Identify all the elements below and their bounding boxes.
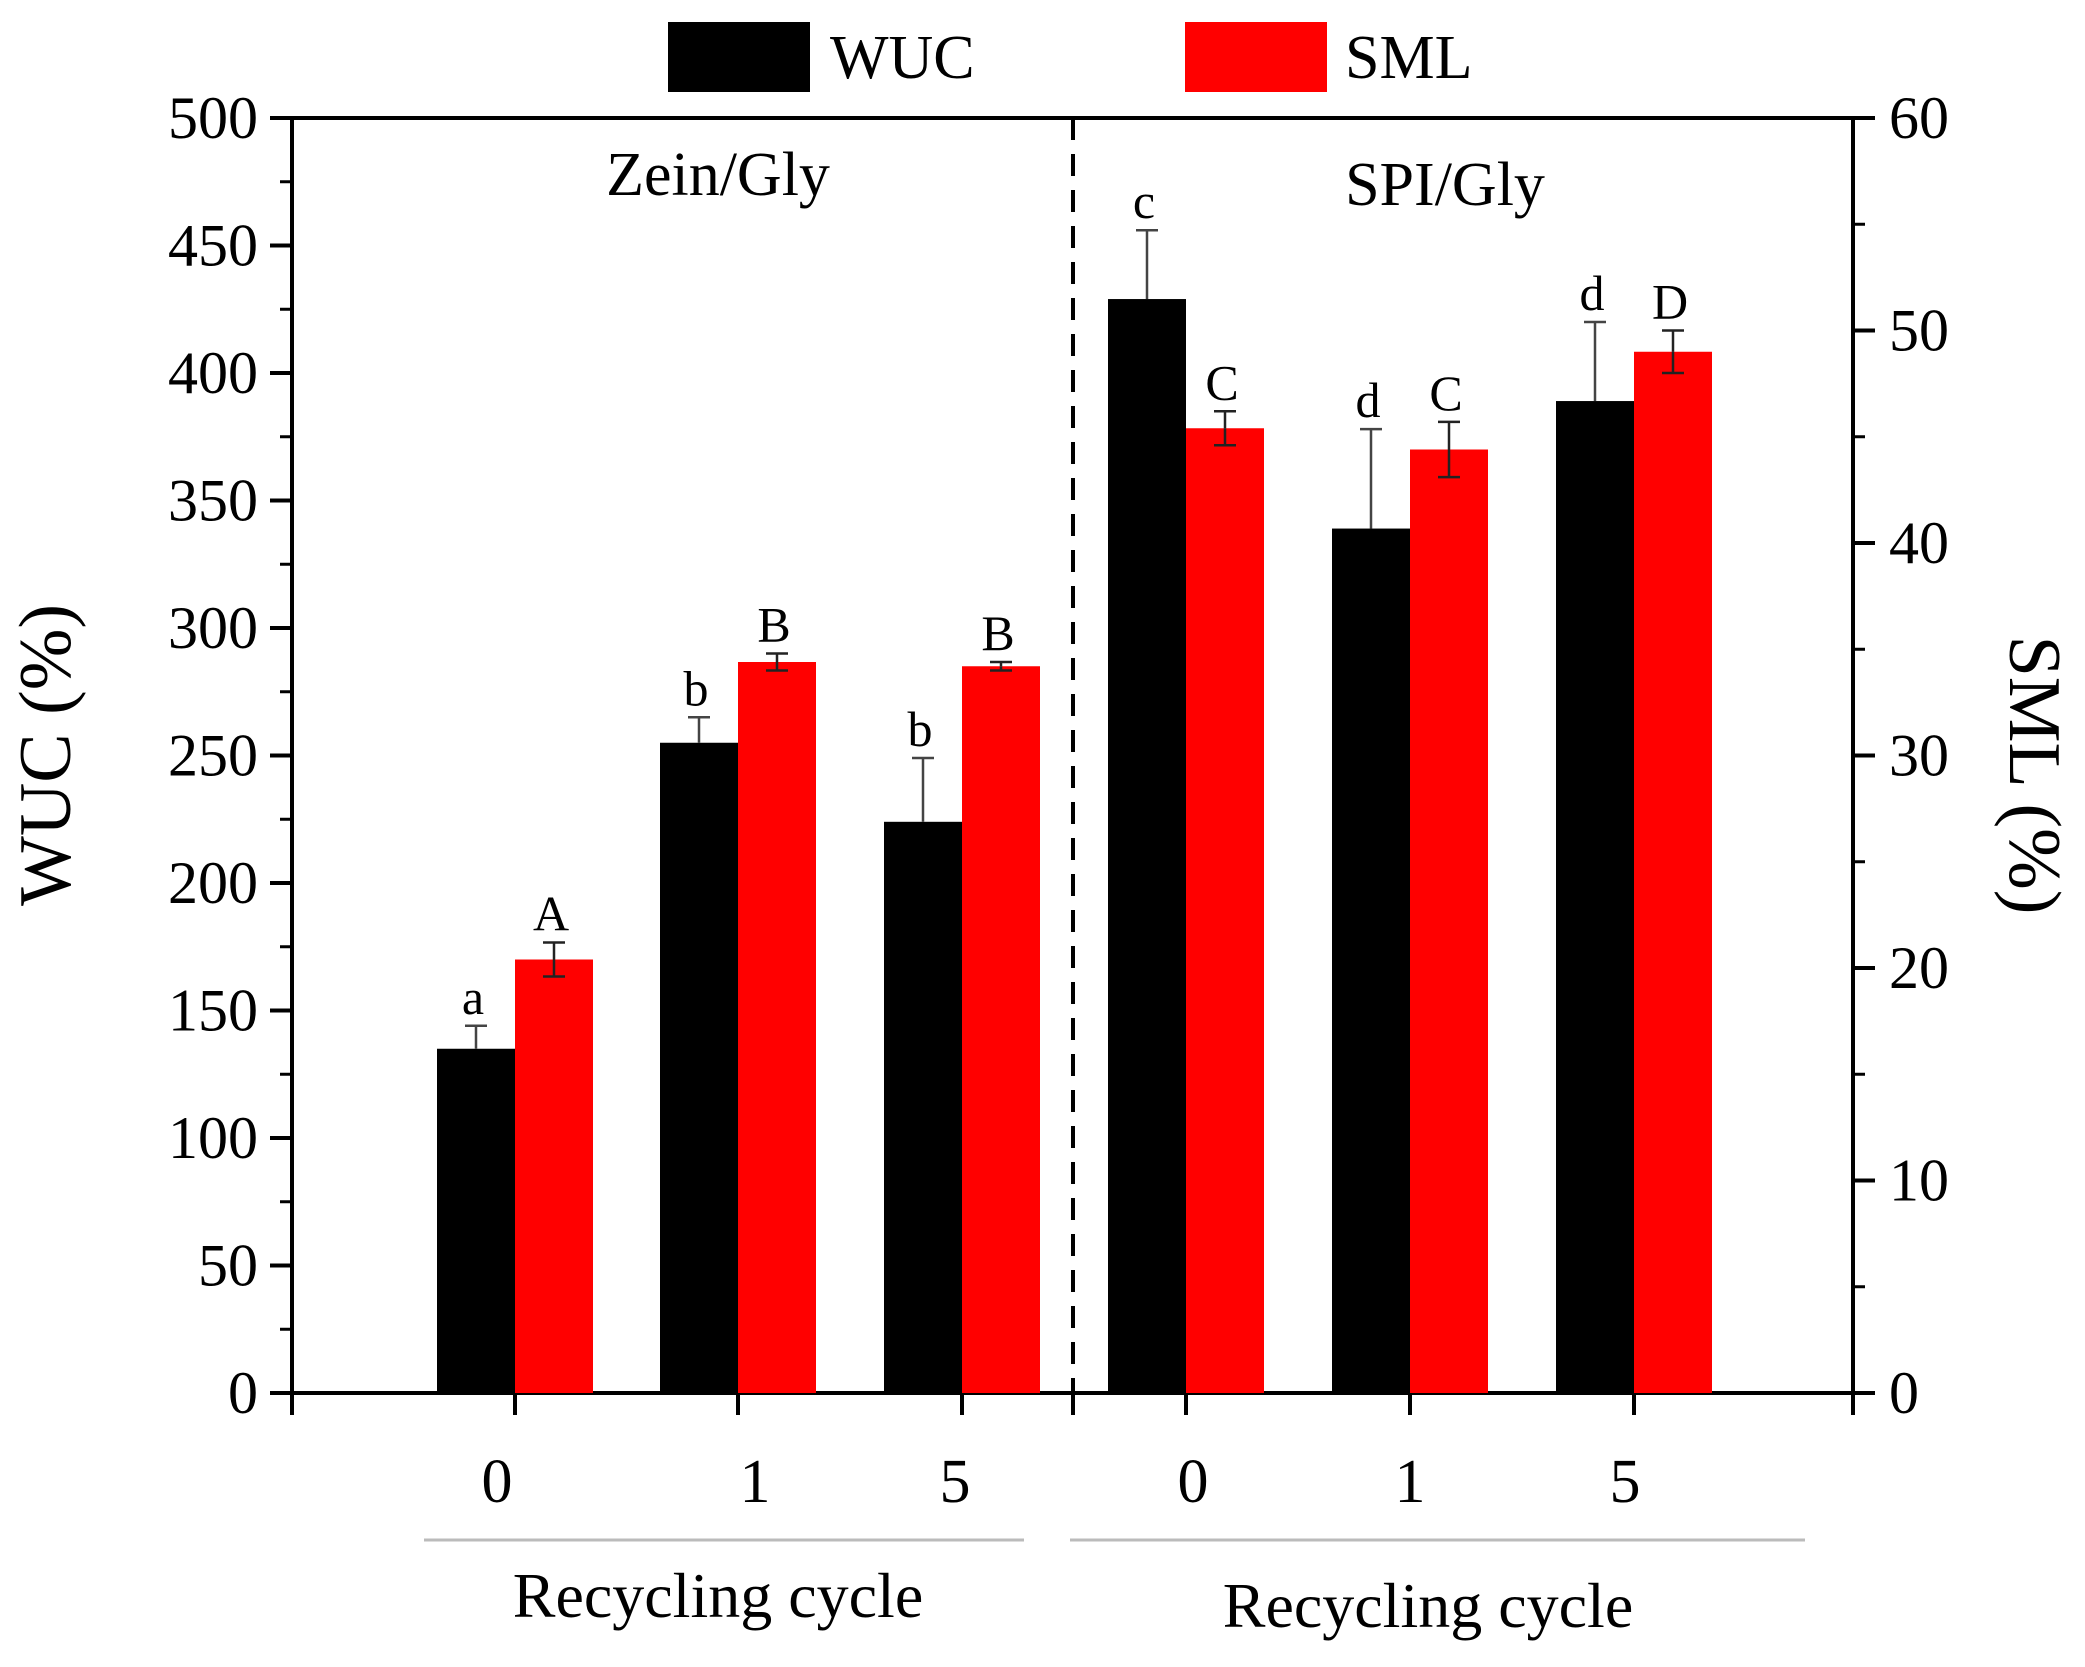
group-label-zein: Zein/Gly	[606, 141, 830, 209]
significance-label: d	[1356, 372, 1381, 428]
left-tick-label: 400	[168, 340, 258, 406]
right-tick-label: 0	[1889, 1360, 1919, 1426]
x-category-label: 5	[1610, 1448, 1641, 1516]
significance-label: C	[1429, 365, 1462, 421]
right-tick-label: 10	[1889, 1148, 1949, 1214]
x-category-label: 0	[482, 1448, 513, 1516]
x-category-label: 1	[1395, 1448, 1426, 1516]
left-tick-label: 300	[168, 595, 258, 661]
significance-label: c	[1133, 173, 1155, 229]
x-axis-title-spi: Recycling cycle	[1223, 1570, 1633, 1641]
left-tick-label: 500	[168, 85, 258, 151]
legend-swatch-wuc	[668, 22, 810, 92]
significance-label: C	[1205, 354, 1238, 410]
right-tick-label: 60	[1889, 85, 1949, 151]
significance-label: d	[1580, 265, 1605, 321]
left-tick-label: 250	[168, 723, 258, 789]
sml-bar	[1410, 449, 1488, 1393]
significance-label: b	[684, 660, 709, 716]
legend-label-wuc: WUC	[830, 24, 975, 92]
left-tick-label: 450	[168, 213, 258, 279]
significance-label: D	[1652, 274, 1688, 330]
group-label-spi: SPI/Gly	[1345, 151, 1545, 219]
x-category-label: 0	[1178, 1448, 1209, 1516]
legend-swatch-sml	[1185, 22, 1327, 92]
left-tick-label: 50	[198, 1233, 258, 1299]
left-tick-label: 0	[228, 1360, 258, 1426]
x-category-label: 1	[740, 1448, 771, 1516]
left-tick-label: 150	[168, 978, 258, 1044]
legend-label-sml: SML	[1345, 24, 1472, 92]
right-tick-label: 50	[1889, 298, 1949, 364]
sml-bar	[1634, 351, 1712, 1393]
wuc-bar	[1108, 299, 1186, 1393]
right-tick-label: 30	[1889, 723, 1949, 789]
significance-label: a	[462, 969, 484, 1025]
sml-bar	[738, 662, 816, 1393]
significance-label: B	[757, 597, 790, 653]
right-tick-label: 40	[1889, 510, 1949, 576]
sml-bar	[1186, 428, 1264, 1393]
left-axis-title: WUC (%)	[5, 604, 87, 906]
left-tick-label: 100	[168, 1105, 258, 1171]
sml-bar	[515, 959, 593, 1393]
wuc-bar	[1556, 401, 1634, 1393]
left-tick-label: 200	[168, 850, 258, 916]
wuc-bar	[437, 1048, 515, 1393]
right-tick-label: 20	[1889, 935, 1949, 1001]
wuc-bar	[1332, 528, 1410, 1393]
tick-labels: 0501001502002503003504004505000102030405…	[168, 85, 1949, 1516]
sml-bar	[962, 666, 1040, 1393]
wuc-bar	[660, 742, 738, 1393]
significance-label: B	[981, 605, 1014, 661]
right-axis-title: SML (%)	[1993, 636, 2075, 915]
legend: WUC SML	[668, 22, 1472, 92]
wuc-bar	[884, 821, 962, 1393]
x-axis-title-zein: Recycling cycle	[513, 1560, 923, 1631]
significance-label: b	[908, 701, 933, 757]
x-category-label: 5	[940, 1448, 971, 1516]
left-tick-label: 350	[168, 468, 258, 534]
significance-label: A	[533, 886, 569, 942]
